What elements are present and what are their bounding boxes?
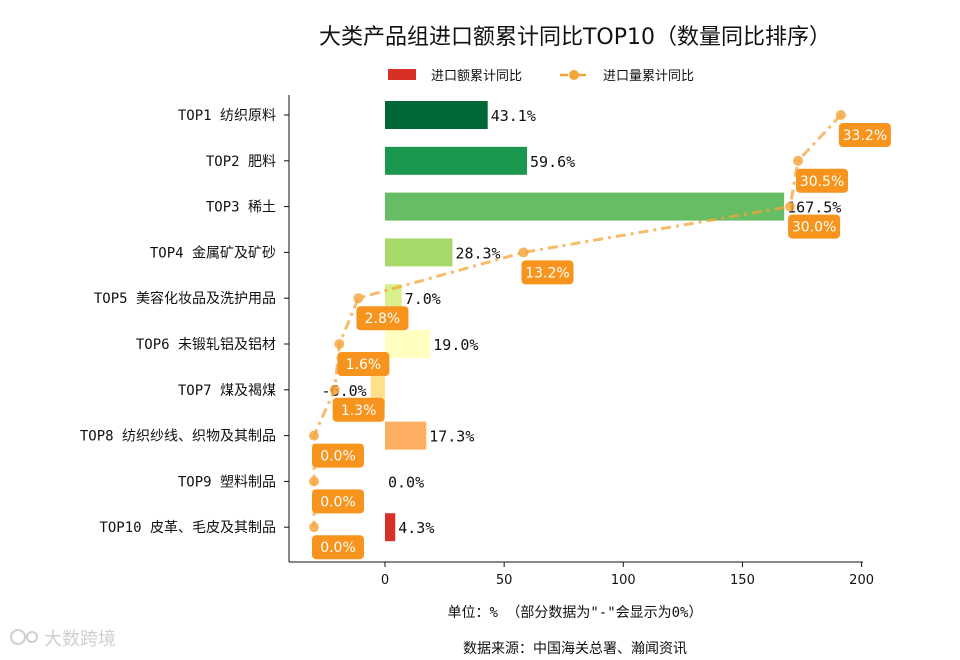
bar-value-label: 59.6% — [530, 153, 575, 171]
bar-value-label: 7.0% — [405, 290, 441, 308]
quantity-label: 30.5% — [800, 174, 844, 190]
watermark-icon — [10, 629, 26, 645]
quantity-label-box — [332, 397, 385, 422]
bar-value-label: 167.5% — [787, 199, 841, 217]
category-label: TOP1 纺织原料 — [178, 108, 276, 124]
quantity-label: 2.8% — [365, 311, 401, 327]
x-tick-label: 200 — [849, 573, 874, 588]
source-note: 数据来源：中国海关总署、瀚闻资讯 — [463, 641, 687, 657]
quantity-label: 1.3% — [341, 403, 377, 419]
quantity-label: 0.0% — [320, 540, 356, 556]
watermark-text: 大数跨境 — [44, 629, 116, 650]
legend-bar-label: 进口额累计同比 — [431, 69, 522, 84]
bar-value-label: 0.0% — [388, 473, 424, 491]
bar — [385, 284, 402, 313]
category-label: TOP7 煤及褐煤 — [178, 383, 276, 399]
quantity-point — [309, 430, 319, 441]
quantity-label-box — [312, 535, 364, 560]
quantity-label-box — [521, 260, 574, 285]
category-label: TOP10 皮革、毛皮及其制品 — [99, 520, 276, 536]
bar-value-label: -6.0% — [322, 382, 367, 400]
chart-title: 大类产品组进口额累计同比TOP10（数量同比排序） — [319, 25, 831, 50]
category-label: TOP9 塑料制品 — [178, 474, 276, 490]
bar — [385, 146, 528, 175]
legend-bar-swatch — [388, 69, 416, 80]
category-label: TOP2 肥料 — [206, 154, 276, 170]
quantity-label-box — [356, 306, 409, 331]
quantity-label-box — [796, 168, 849, 193]
quantity-label-box — [788, 214, 841, 239]
legend-line-marker — [569, 70, 579, 80]
bar — [370, 375, 385, 404]
watermark-icon-dot — [26, 631, 38, 643]
quantity-point — [353, 293, 364, 304]
bar-value-label: 28.3% — [455, 244, 500, 262]
category-label: TOP5 美容化妆品及洗护用品 — [94, 290, 276, 307]
x-tick-label: 50 — [496, 573, 513, 588]
quantity-label-box — [337, 352, 390, 376]
x-tick-label: 100 — [611, 573, 636, 588]
bar — [385, 330, 431, 358]
quantity-point — [309, 476, 319, 487]
quantity-label-box — [312, 489, 364, 514]
bar-value-label: 4.3% — [398, 519, 434, 537]
bar — [385, 421, 427, 450]
bar-value-label: 43.1% — [491, 107, 536, 125]
bar — [385, 513, 396, 542]
bar — [385, 192, 785, 221]
quantity-label: 0.0% — [320, 494, 356, 510]
quantity-point — [329, 384, 340, 395]
bar-value-label: 17.3% — [429, 428, 474, 446]
bar — [385, 101, 488, 129]
x-axis-label: 单位：% （部分数据为"-"会显示为0%） — [447, 605, 702, 621]
quantity-label: 30.0% — [792, 220, 836, 236]
bar — [385, 238, 453, 267]
quantity-point — [793, 155, 804, 166]
category-label: TOP4 金属矿及矿砂 — [150, 245, 276, 261]
watermark: 大数跨境 — [10, 629, 116, 650]
category-label: TOP8 纺织纱线、织物及其制品 — [80, 429, 276, 445]
quantity-label-box — [838, 123, 891, 147]
quantity-label: 33.2% — [843, 128, 887, 144]
x-tick-label: 0 — [381, 573, 389, 588]
quantity-label: 1.6% — [346, 357, 382, 373]
quantity-point — [835, 110, 846, 120]
quantity-label: 0.0% — [320, 449, 356, 465]
quantity-label-box — [312, 443, 364, 468]
quantity-point — [334, 339, 345, 349]
legend-line-label: 进口量累计同比 — [603, 69, 694, 84]
bar-value-label: 19.0% — [433, 336, 478, 354]
legend: 进口额累计同比 进口量累计同比 — [388, 69, 694, 84]
quantity-point — [518, 247, 529, 258]
category-label: TOP3 稀土 — [206, 200, 276, 216]
quantity-label: 13.2% — [525, 265, 569, 281]
quantity-point — [309, 522, 319, 533]
plot-area: 0 50 100 150 200 TOP1 纺织原料 TOP2 肥料 TOP3 稀土 TOP4 … — [80, 95, 891, 588]
x-tick-label: 150 — [730, 573, 755, 588]
quantity-point — [785, 201, 796, 212]
category-label: TOP6 未锻轧铝及铝材 — [136, 337, 276, 353]
